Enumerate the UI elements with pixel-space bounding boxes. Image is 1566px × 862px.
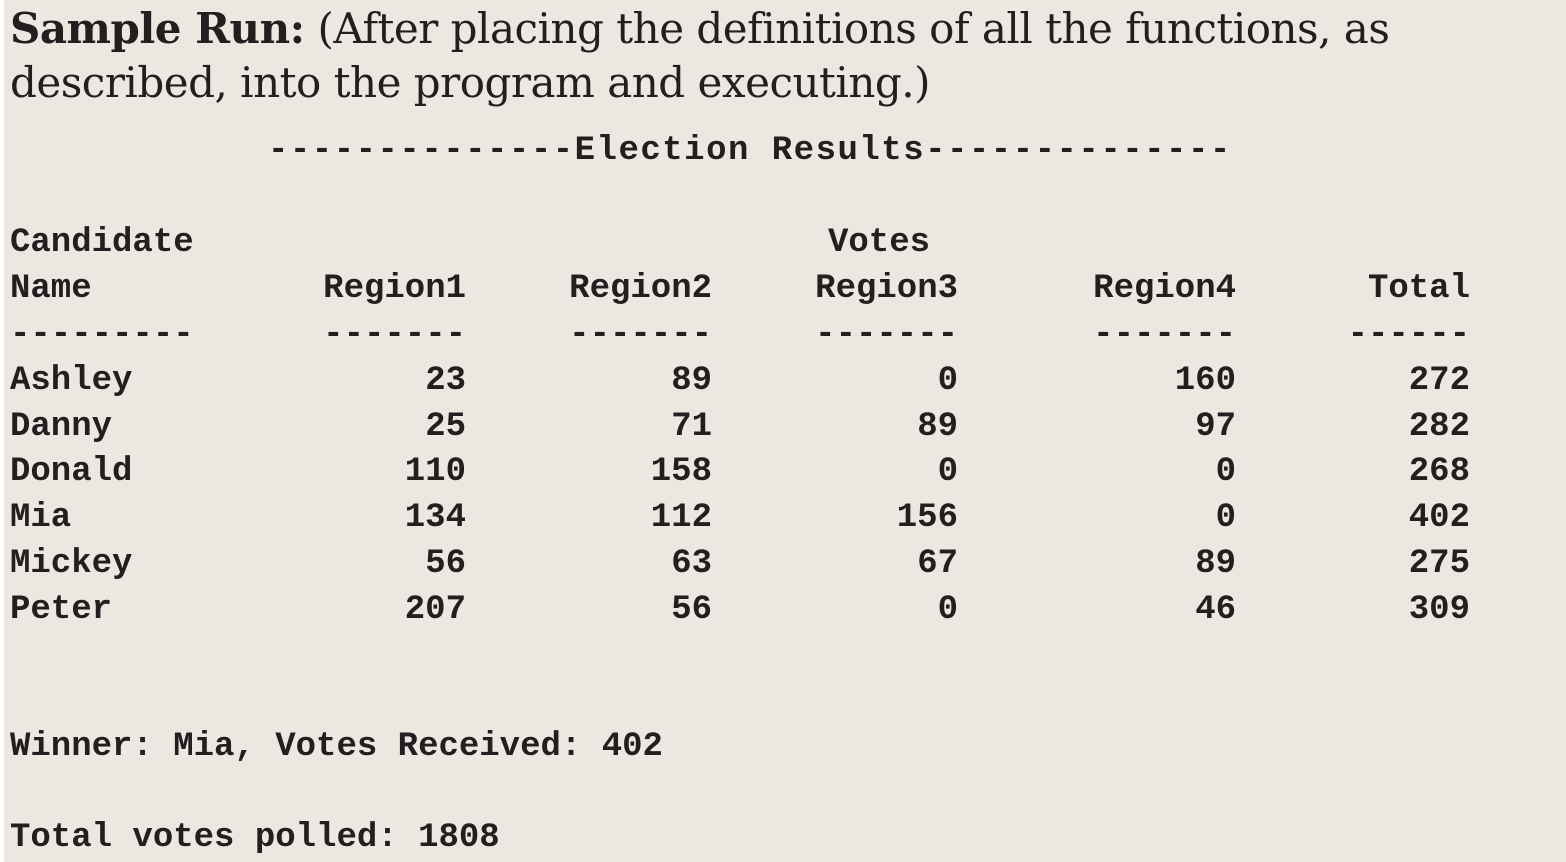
divider-region3: ------- bbox=[815, 316, 958, 354]
header-name: Name bbox=[10, 270, 92, 308]
row-mickey-region2: 63 bbox=[671, 545, 712, 583]
row-donald-region3: 0 bbox=[937, 453, 958, 491]
header-candidate: Candidate bbox=[10, 224, 194, 262]
intro-text: (After placing the definitions of all th… bbox=[10, 4, 1390, 107]
header-region3: Region3 bbox=[815, 270, 958, 308]
row-ashley-name: Ashley bbox=[10, 362, 133, 400]
row-mickey-total: 275 bbox=[1408, 545, 1470, 583]
row-mickey-name: Mickey bbox=[10, 545, 133, 583]
row-peter-region4: 46 bbox=[1195, 591, 1236, 629]
sample-run-panel: Sample Run: (After placing the definitio… bbox=[4, 0, 1566, 862]
row-ashley-region3: 0 bbox=[937, 362, 958, 400]
row-donald-region2: 158 bbox=[650, 453, 712, 491]
row-mia-region1: 134 bbox=[404, 499, 466, 537]
row-danny-region4: 97 bbox=[1195, 408, 1236, 446]
header-region4: Region4 bbox=[1093, 270, 1236, 308]
row-danny-total: 282 bbox=[1408, 408, 1470, 446]
total-votes-line: Total votes polled: 1808 bbox=[10, 819, 500, 857]
row-mia-total: 402 bbox=[1408, 499, 1470, 537]
row-ashley-region1: 23 bbox=[425, 362, 466, 400]
row-danny-region1: 25 bbox=[425, 408, 466, 446]
row-peter-total: 309 bbox=[1408, 591, 1470, 629]
row-danny-region2: 71 bbox=[671, 408, 712, 446]
row-mia-region4: 0 bbox=[1215, 499, 1236, 537]
row-peter-name: Peter bbox=[10, 591, 113, 629]
row-danny-name: Danny bbox=[10, 408, 113, 446]
intro-paragraph: Sample Run: (After placing the definitio… bbox=[10, 2, 1566, 110]
row-mia-region3: 156 bbox=[896, 499, 958, 537]
row-ashley-region2: 89 bbox=[671, 362, 712, 400]
output-title: --------------Election Results----------… bbox=[268, 132, 1232, 170]
row-mickey-region3: 67 bbox=[917, 545, 958, 583]
row-donald-total: 268 bbox=[1408, 453, 1470, 491]
row-mia-region2: 112 bbox=[650, 499, 712, 537]
winner-line: Winner: Mia, Votes Received: 402 bbox=[10, 728, 663, 766]
header-region1: Region1 bbox=[323, 270, 466, 308]
row-peter-region1: 207 bbox=[404, 591, 466, 629]
row-mickey-region1: 56 bbox=[425, 545, 466, 583]
row-peter-region2: 56 bbox=[671, 591, 712, 629]
row-ashley-region4: 160 bbox=[1174, 362, 1236, 400]
header-total: Total bbox=[1367, 270, 1470, 308]
intro-lead: Sample Run: bbox=[10, 4, 305, 53]
header-votes: Votes bbox=[828, 224, 931, 262]
row-ashley-total: 272 bbox=[1408, 362, 1470, 400]
divider-region1: ------- bbox=[323, 316, 466, 354]
row-mickey-region4: 89 bbox=[1195, 545, 1236, 583]
row-donald-region1: 110 bbox=[404, 453, 466, 491]
divider-name: --------- bbox=[10, 316, 194, 354]
row-danny-region3: 89 bbox=[917, 408, 958, 446]
row-mia-name: Mia bbox=[10, 499, 72, 537]
row-donald-region4: 0 bbox=[1215, 453, 1236, 491]
header-region2: Region2 bbox=[569, 270, 712, 308]
divider-region4: ------- bbox=[1093, 316, 1236, 354]
row-donald-name: Donald bbox=[10, 453, 133, 491]
divider-region2: ------- bbox=[569, 316, 712, 354]
row-peter-region3: 0 bbox=[937, 591, 958, 629]
divider-total: ------ bbox=[1347, 316, 1470, 354]
